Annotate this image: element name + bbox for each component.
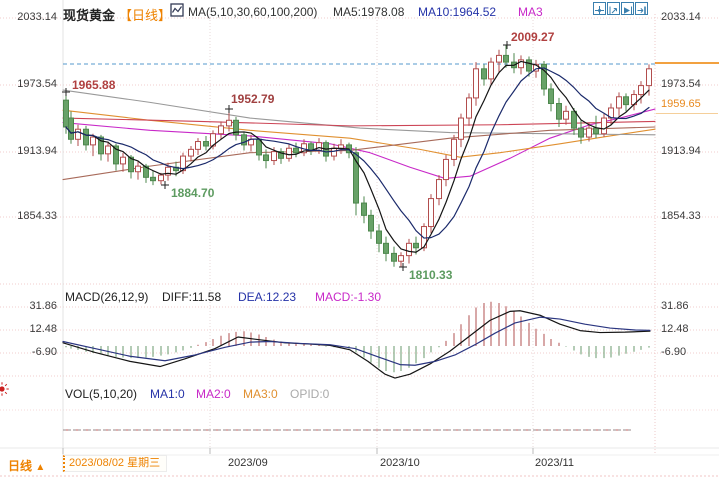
price-annotation: 1965.88	[72, 78, 116, 92]
play-forward-icon[interactable]	[621, 2, 634, 15]
vol-ma1-value: MA1:0	[150, 387, 185, 401]
period-badge[interactable]: 【日线】	[119, 8, 172, 23]
vol-ma3-value: MA3:0	[243, 387, 278, 401]
y-axis-left-label: 1973.54	[17, 78, 57, 90]
symbol-title: 现货黄金	[63, 8, 116, 23]
macd-dea-value: DEA:12.23	[238, 290, 297, 304]
first-date-label: 2023/08/02 星期三	[63, 455, 168, 472]
month-label: 2023/09	[228, 457, 268, 469]
y-axis-right-label: 1973.54	[661, 78, 701, 90]
crosshair-tool-icon[interactable]	[593, 2, 606, 15]
y-axis-right-label: 31.86	[661, 300, 689, 312]
date-text: 2023/08/02 星期三	[69, 457, 161, 469]
y-axis-right-label: 12.48	[661, 323, 689, 335]
price-annotation: 1810.33	[409, 268, 453, 282]
y-axis-left-label: -6.90	[31, 346, 57, 358]
y-axis-right-label: 1913.94	[661, 145, 701, 157]
macd-diff-value: DIFF:11.58	[162, 290, 222, 304]
chart-type-icon[interactable]	[170, 3, 184, 17]
macd-title: MACD(26,12,9)	[65, 290, 149, 304]
live-indicator-icon[interactable]	[0, 381, 10, 397]
timeframe-label: 日线	[8, 459, 33, 473]
price-annotation: 2009.27	[511, 30, 555, 44]
arrow-up-icon: ▲	[35, 462, 46, 473]
y-axis-left-label: 12.48	[29, 323, 57, 335]
ma10-value: MA10:1964.52	[418, 5, 497, 19]
y-axis-right-label: 2033.14	[661, 11, 701, 23]
vol-title: VOL(5,10,20)	[65, 387, 138, 401]
ma-settings-label: MA(5,10,30,60,100,200)	[188, 5, 318, 19]
ma30-value-truncated: MA3	[518, 5, 543, 19]
export-icon[interactable]	[635, 2, 648, 15]
y-axis-left-label: 1913.94	[17, 145, 57, 157]
price-annotation: 1952.79	[231, 92, 275, 106]
y-axis-right-label: 1854.33	[661, 210, 701, 222]
y-axis-left-label: 2033.14	[17, 11, 57, 23]
vol-opid-value: OPID:0	[290, 387, 330, 401]
month-label: 2023/10	[380, 457, 420, 469]
macd-value: MACD:-1.30	[315, 290, 382, 304]
y-axis-right-label: 1959.65	[661, 98, 701, 110]
ma5-value: MA5:1978.08	[333, 5, 405, 19]
month-label: 2023/11	[535, 457, 574, 469]
axis-scale-icon[interactable]	[607, 2, 620, 15]
timeframe-selector[interactable]: 日线 ▲	[8, 457, 45, 474]
price-annotation: 1884.70	[171, 186, 215, 200]
y-axis-left-label: 31.86	[29, 300, 57, 312]
vol-ma2-value: MA2:0	[196, 387, 231, 401]
y-axis-right-label: -6.90	[661, 346, 687, 358]
y-axis-left-label: 1854.33	[17, 210, 57, 222]
